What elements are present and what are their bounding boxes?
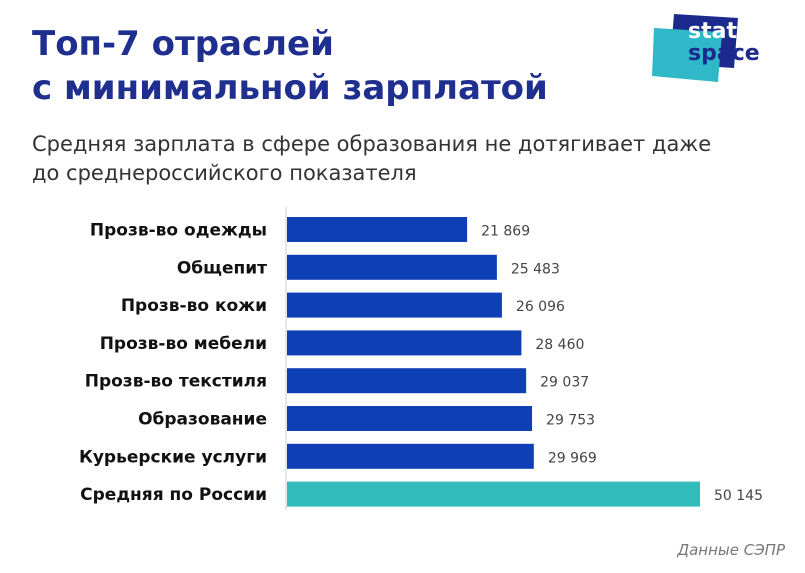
category-label-3: Прозв-во мебели (100, 334, 267, 354)
logo-shape-icon (652, 14, 738, 82)
bar-6 (287, 443, 534, 469)
bar-5 (287, 406, 533, 431)
chart-subtitle-line-2: до среднероссийского показателя (32, 161, 417, 185)
statspace-logo: stat space (652, 12, 792, 84)
logo-word-space: space (688, 41, 760, 66)
value-label-4: 29 037 (540, 375, 589, 391)
bar-2 (287, 292, 502, 318)
logo-wordmark: stat space (688, 19, 760, 66)
category-label-1: Общепит (177, 258, 267, 278)
bar-0 (287, 217, 468, 242)
value-label-7: 50 145 (714, 488, 763, 504)
chart-title-line-2: с минимальной зарплатой (32, 68, 548, 108)
value-label-6: 29 969 (548, 450, 597, 466)
bar-chart: Прозв-во одежды 21 869 Общепит 25 483 Прозв-… (79, 207, 763, 510)
bar-3 (287, 330, 522, 356)
chart-subtitle: Средняя зарплата в сфере образования не … (32, 130, 772, 188)
value-label-1: 25 483 (511, 261, 560, 277)
value-label-3: 28 460 (535, 337, 584, 353)
chart-title-line-1: Топ-7 отраслей (32, 24, 334, 64)
value-label-0: 21 869 (481, 224, 530, 240)
value-label-5: 29 753 (546, 413, 595, 429)
bar-4 (287, 368, 527, 394)
category-label-7: Средняя по России (80, 485, 267, 505)
category-label-5: Образование (138, 410, 267, 430)
chart-title: Топ-7 отраслей с минимальной зарплатой (32, 22, 592, 110)
category-label-6: Курьерские услуги (79, 447, 267, 467)
chart-subtitle-line-1: Средняя зарплата в сфере образования не … (32, 132, 712, 156)
data-source-note: Данные СЭПР (677, 541, 785, 559)
value-label-2: 26 096 (516, 299, 565, 315)
bar-1 (287, 254, 497, 280)
category-label-4: Прозв-во текстиля (85, 372, 267, 392)
category-label-2: Прозв-во кожи (121, 296, 267, 316)
category-label-0: Прозв-во одежды (90, 221, 267, 241)
logo-word-stat: stat (688, 19, 737, 44)
bar-7 (287, 481, 700, 507)
